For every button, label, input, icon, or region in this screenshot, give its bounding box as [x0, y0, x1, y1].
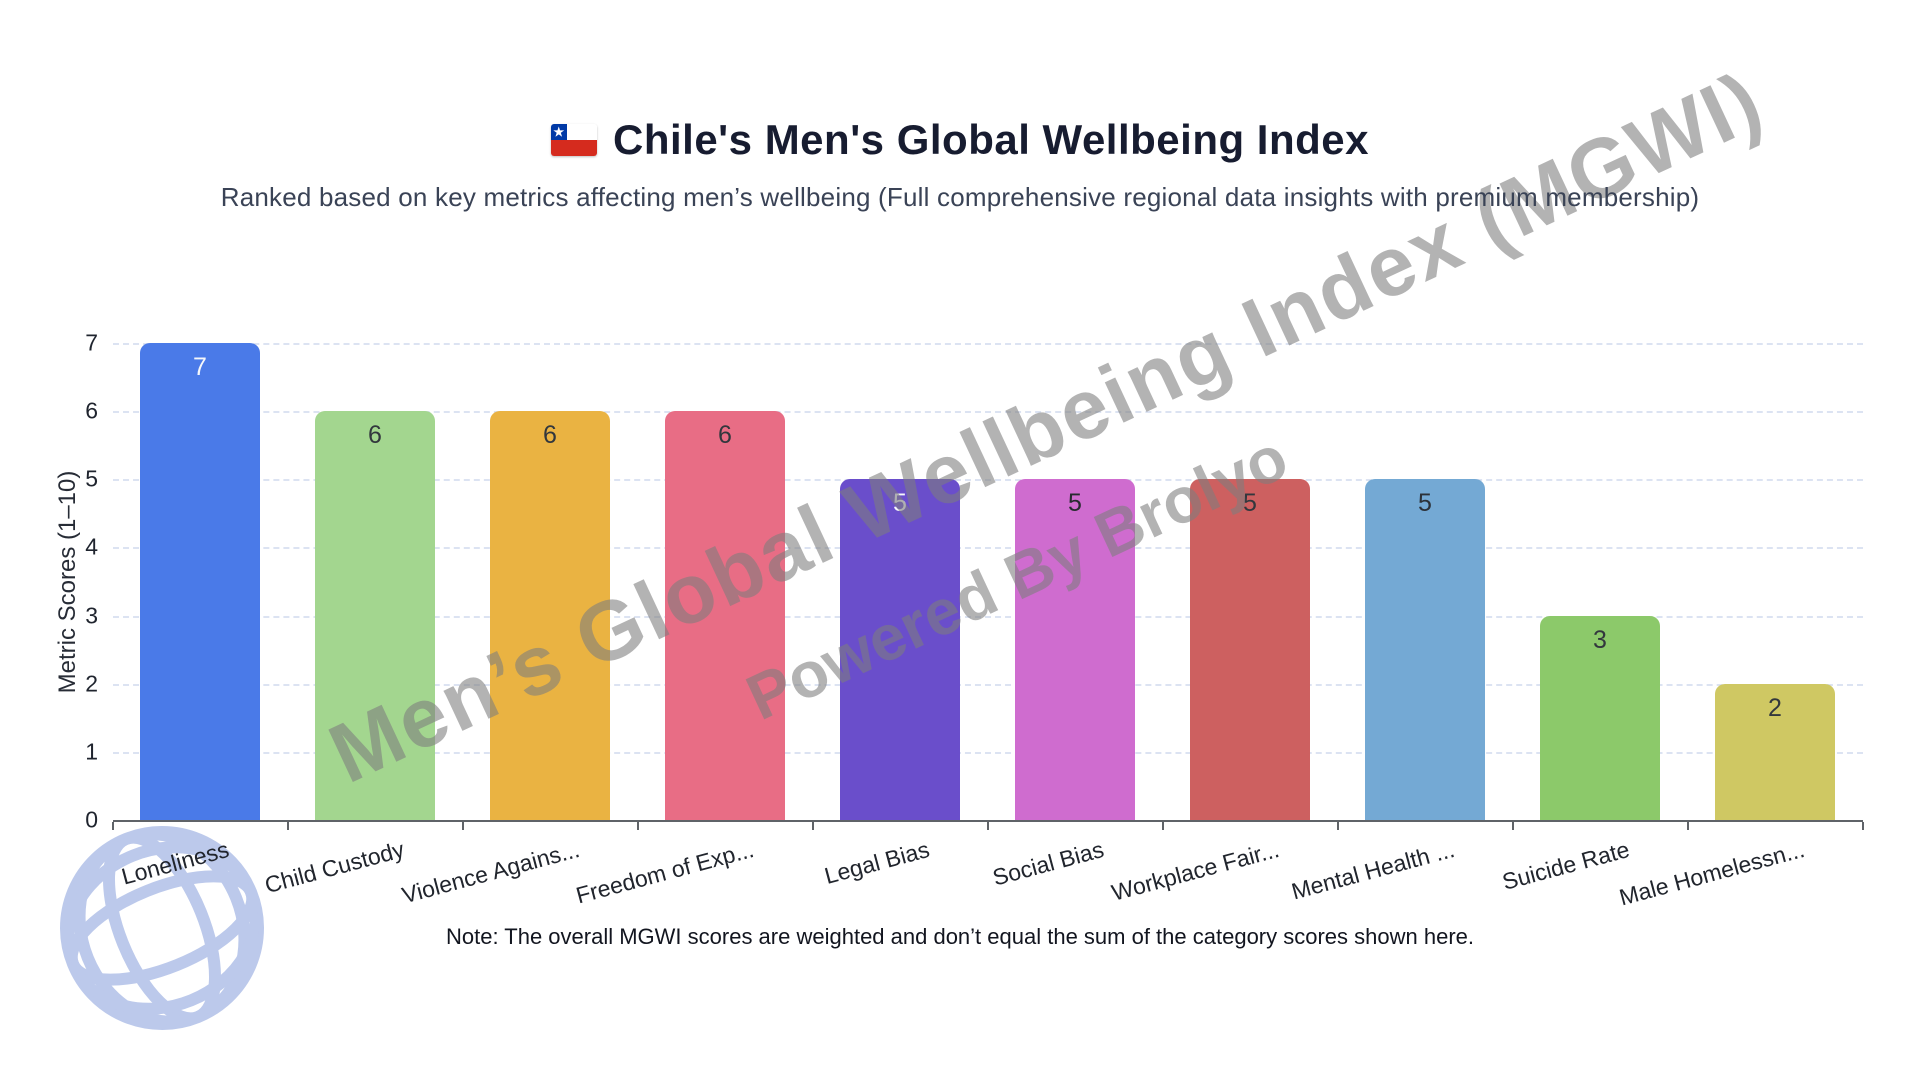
x-tick-mark — [1861, 822, 1864, 830]
bar-value-label: 5 — [1418, 489, 1432, 518]
bar-value-label: 5 — [893, 489, 907, 518]
x-tick-mark — [1511, 822, 1514, 830]
x-axis-label: Social Bias — [990, 836, 1107, 891]
bar-value-label: 6 — [543, 421, 557, 450]
x-axis-label: Male Homelessn... — [1616, 836, 1807, 911]
x-tick-mark — [636, 822, 639, 830]
x-axis-label: Legal Bias — [821, 836, 932, 889]
chart-footnote: Note: The overall MGWI scores are weight… — [445, 924, 1475, 949]
x-tick-mark — [111, 822, 114, 830]
page-subtitle: Ranked based on key metrics affecting me… — [220, 182, 1700, 212]
bar-suicide-rate[interactable] — [1540, 615, 1660, 820]
globe-icon — [59, 826, 264, 1030]
x-tick-mark — [1161, 822, 1164, 830]
x-axis-label: Violence Agains... — [398, 836, 582, 909]
bar-loneliness[interactable] — [140, 343, 260, 820]
gridline-y7 — [112, 343, 1863, 345]
bar-male-homelessn[interactable] — [1715, 683, 1835, 820]
y-tick-label-3: 3 — [85, 602, 98, 629]
y-tick-label-7: 7 — [85, 329, 98, 356]
y-tick-label-2: 2 — [85, 670, 98, 697]
bar-mental-health[interactable] — [1365, 479, 1485, 820]
bar-value-label: 6 — [718, 421, 732, 450]
bar-value-label: 5 — [1068, 489, 1082, 518]
bar-child-custody[interactable] — [315, 411, 435, 820]
x-tick-mark — [286, 822, 289, 830]
x-axis-label: Loneliness — [118, 836, 232, 890]
y-tick-label-4: 4 — [85, 533, 98, 560]
x-axis-label: Workplace Fair... — [1108, 836, 1282, 906]
x-axis-line — [112, 820, 1863, 822]
bar-social-bias[interactable] — [1015, 479, 1135, 820]
bar-legal-bias[interactable] — [840, 479, 960, 820]
x-tick-mark — [1686, 822, 1689, 830]
page-title-row: ★ Chile's Men's Global Wellbeing Index — [0, 116, 1920, 164]
bar-value-label: 6 — [368, 421, 382, 450]
gridline-y3 — [112, 615, 1863, 618]
y-tick-label-6: 6 — [85, 397, 98, 424]
gridline-y5 — [112, 479, 1863, 482]
gridline-y1 — [112, 751, 1863, 754]
bar-violence-agains[interactable] — [490, 411, 610, 820]
gridline-y4 — [112, 547, 1863, 550]
x-axis-label: Freedom of Exp... — [573, 836, 757, 909]
bar-value-label: 2 — [1768, 693, 1782, 722]
bar-value-label: 3 — [1593, 625, 1607, 654]
bar-freedom-of-exp[interactable] — [665, 411, 785, 820]
x-tick-mark — [811, 822, 814, 830]
x-axis-label: Mental Health ... — [1288, 836, 1457, 905]
y-tick-label-1: 1 — [85, 738, 98, 765]
y-tick-label-5: 5 — [85, 465, 98, 492]
bar-value-label: 7 — [193, 353, 207, 381]
gridline-y6 — [112, 411, 1863, 414]
bar-workplace-fair[interactable] — [1190, 479, 1310, 820]
bar-value-label: 5 — [1243, 489, 1257, 518]
x-tick-mark — [461, 822, 464, 830]
chile-flag-icon: ★ — [551, 124, 597, 156]
x-axis-label: Child Custody — [261, 836, 407, 899]
y-tick-label-0: 0 — [85, 806, 98, 833]
x-axis-label: Suicide Rate — [1499, 836, 1632, 895]
x-tick-mark — [986, 822, 989, 830]
gridline-y2 — [112, 683, 1863, 686]
svg-text:★: ★ — [553, 125, 564, 139]
page-title: Chile's Men's Global Wellbeing Index — [613, 116, 1369, 163]
x-tick-mark — [1336, 822, 1339, 830]
